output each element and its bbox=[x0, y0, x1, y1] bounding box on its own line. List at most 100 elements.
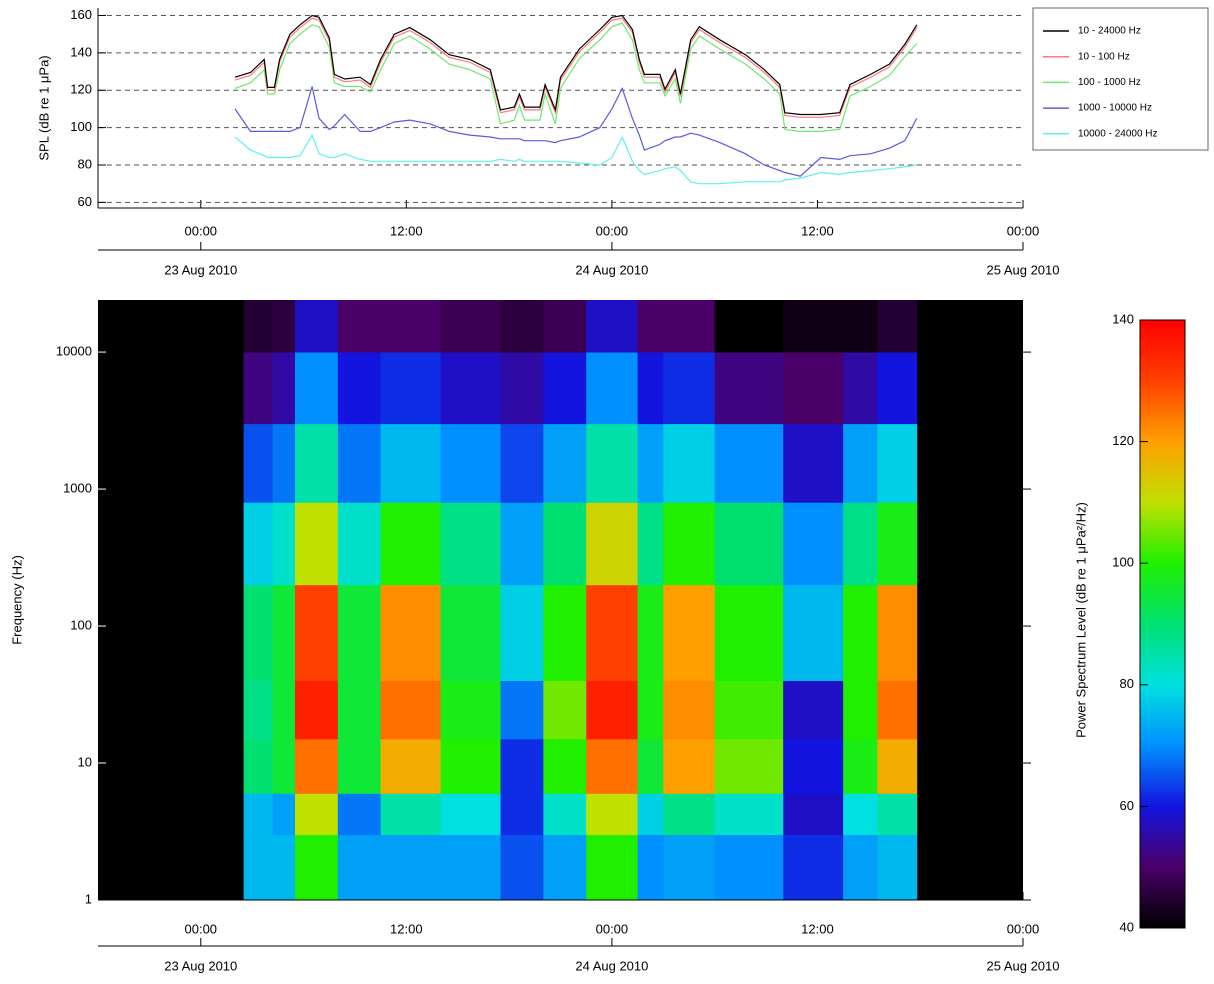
heatmap-cell bbox=[380, 352, 441, 425]
heatmap-cell bbox=[877, 352, 918, 425]
heatmap-cell bbox=[500, 834, 544, 901]
heatmap-cell bbox=[380, 300, 441, 353]
heatmap-cell bbox=[663, 352, 716, 425]
date-tick-label: 24 Aug 2010 bbox=[575, 262, 648, 277]
heatmap-cell bbox=[586, 300, 638, 353]
colorbar-tick-label: 80 bbox=[1120, 676, 1134, 691]
heatmap-cell bbox=[637, 352, 664, 425]
date-tick-label: 24 Aug 2010 bbox=[575, 958, 648, 973]
heatmap-cell bbox=[783, 738, 844, 794]
heatmap-cell bbox=[637, 502, 664, 586]
heatmap-cell bbox=[294, 502, 339, 586]
y-axis-title: Frequency (Hz) bbox=[9, 555, 24, 645]
colorbar bbox=[1139, 319, 1186, 929]
heatmap-cell bbox=[243, 793, 274, 836]
heatmap-cell bbox=[877, 584, 918, 681]
heatmap-cell bbox=[294, 834, 339, 901]
heatmap-cell bbox=[380, 584, 441, 681]
heatmap-cell bbox=[337, 423, 382, 503]
heatmap-cell bbox=[500, 738, 544, 794]
heatmap-cell bbox=[243, 584, 274, 681]
y-tick-label: 1000 bbox=[63, 480, 92, 495]
heatmap-cell bbox=[783, 584, 844, 681]
legend-label: 10000 - 24000 Hz bbox=[1078, 128, 1158, 139]
heatmap-cell bbox=[243, 423, 274, 503]
heatmap-cell bbox=[543, 834, 587, 901]
heatmap-cell bbox=[663, 793, 716, 836]
x-tick-label: 00:00 bbox=[185, 921, 218, 936]
x-tick-label: 12:00 bbox=[801, 223, 834, 238]
y-tick-label: 160 bbox=[70, 7, 92, 22]
heatmap-cell bbox=[843, 300, 878, 353]
heatmap-cell bbox=[843, 502, 878, 586]
heatmap-cell bbox=[272, 834, 296, 901]
y-tick-label: 1 bbox=[85, 891, 92, 906]
heatmap-cell bbox=[440, 793, 501, 836]
heatmap-cell bbox=[714, 300, 784, 353]
heatmap-cell bbox=[440, 584, 501, 681]
heatmap-cell bbox=[843, 793, 878, 836]
heatmap-cell bbox=[543, 793, 587, 836]
heatmap-cell bbox=[877, 502, 918, 586]
heatmap-cell bbox=[843, 738, 878, 794]
heatmap-cell bbox=[663, 834, 716, 901]
legend-label: 10 - 100 Hz bbox=[1078, 51, 1130, 62]
y-tick-label: 100 bbox=[70, 119, 92, 134]
heatmap-cell bbox=[243, 834, 274, 901]
heatmap-cell bbox=[500, 502, 544, 586]
heatmap-cell bbox=[714, 502, 784, 586]
heatmap-cell bbox=[272, 300, 296, 353]
heatmap-cell bbox=[586, 502, 638, 586]
heatmap-cell bbox=[272, 502, 296, 586]
heatmap-cell bbox=[714, 680, 784, 740]
heatmap-cell bbox=[500, 423, 544, 503]
heatmap-cell bbox=[637, 584, 664, 681]
x-tick-label: 00:00 bbox=[185, 223, 218, 238]
heatmap-cell bbox=[337, 738, 382, 794]
heatmap-cell bbox=[783, 352, 844, 425]
series-line bbox=[234, 86, 918, 177]
colorbar-tick-label: 100 bbox=[1112, 555, 1134, 570]
heatmap-cell bbox=[663, 300, 716, 353]
x-tick-label: 00:00 bbox=[596, 921, 629, 936]
heatmap-cell bbox=[783, 300, 844, 353]
heatmap-cell bbox=[500, 680, 544, 740]
heatmap-cell bbox=[586, 584, 638, 681]
heatmap-cell bbox=[877, 423, 918, 503]
heatmap-cell bbox=[294, 584, 339, 681]
heatmap-cell bbox=[843, 423, 878, 503]
heatmap-cell bbox=[272, 352, 296, 425]
colorbar-tick-label: 120 bbox=[1112, 433, 1134, 448]
heatmap-cell bbox=[272, 680, 296, 740]
heatmap-cell bbox=[543, 423, 587, 503]
x-tick-label: 00:00 bbox=[1007, 223, 1040, 238]
legend-label: 100 - 1000 Hz bbox=[1078, 77, 1141, 88]
series-line bbox=[234, 133, 917, 185]
heatmap-cell bbox=[543, 680, 587, 740]
heatmap-cell bbox=[543, 502, 587, 586]
heatmap-cell bbox=[500, 584, 544, 681]
heatmap-cell bbox=[294, 423, 339, 503]
date-tick-label: 25 Aug 2010 bbox=[986, 958, 1059, 973]
heatmap-cell bbox=[714, 352, 784, 425]
heatmap-cell bbox=[637, 738, 664, 794]
heatmap-cell bbox=[440, 352, 501, 425]
heatmap-cell bbox=[637, 680, 664, 740]
heatmap-cell bbox=[440, 834, 501, 901]
heatmap-cell bbox=[380, 834, 441, 901]
heatmap-cell bbox=[294, 680, 339, 740]
heatmap-cell bbox=[877, 300, 918, 353]
x-tick-label: 12:00 bbox=[801, 921, 834, 936]
heatmap-cell bbox=[440, 502, 501, 586]
colorbar-title: Power Spectrum Level (dB re 1 μPa²/Hz) bbox=[1073, 502, 1088, 738]
heatmap-cell bbox=[663, 423, 716, 503]
heatmap-cell bbox=[243, 738, 274, 794]
series-line bbox=[234, 14, 918, 116]
heatmap-cell bbox=[440, 738, 501, 794]
heatmap-cell bbox=[440, 680, 501, 740]
heatmap-cell bbox=[663, 680, 716, 740]
heatmap-cell bbox=[783, 793, 844, 836]
heatmap-cell bbox=[380, 793, 441, 836]
heatmap-cell bbox=[380, 502, 441, 586]
heatmap-cell bbox=[337, 793, 382, 836]
